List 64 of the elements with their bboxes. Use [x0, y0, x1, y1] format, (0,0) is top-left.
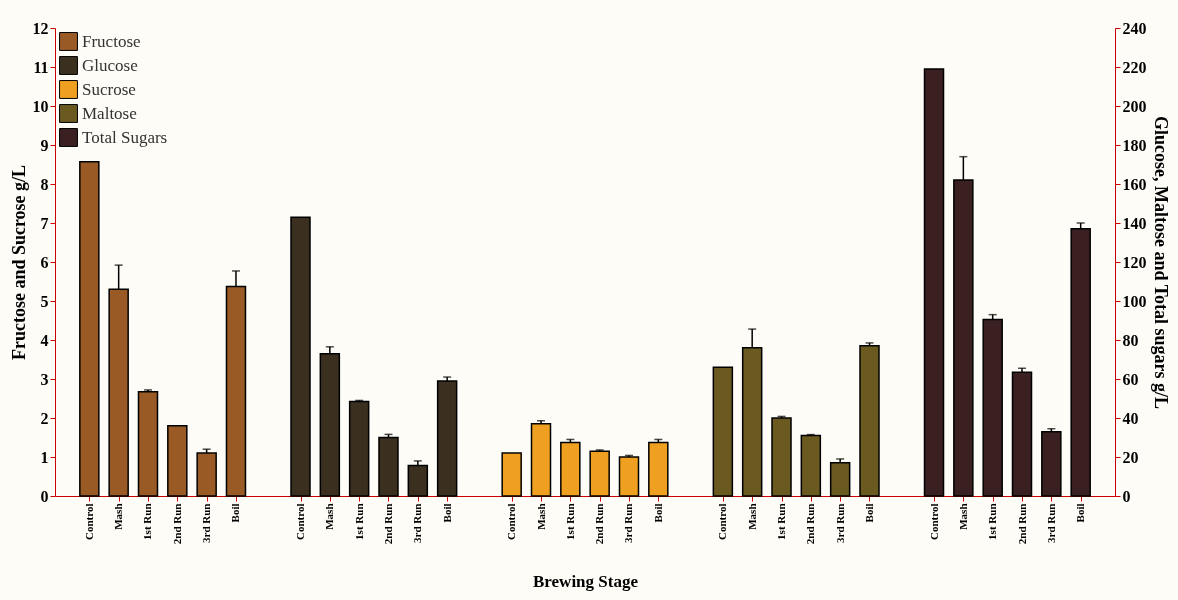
- legend-label: Maltose: [82, 103, 137, 123]
- x-tick-label: 2nd Run: [381, 503, 394, 545]
- y2-tick-label: 0: [1122, 487, 1131, 505]
- y-tick-label: 2: [40, 409, 49, 427]
- y2-tick-label: 240: [1122, 19, 1147, 37]
- x-tick-label: 2nd Run: [170, 503, 183, 545]
- x-tick-label: 1st Run: [986, 503, 999, 540]
- x-tick-label: Control: [716, 503, 729, 540]
- y2-tick-label: 100: [1122, 292, 1147, 310]
- x-tick-label: 3rd Run: [833, 503, 846, 543]
- y-tick-label: 7: [40, 214, 49, 232]
- x-tick-label: Mash: [534, 503, 547, 530]
- x-tick-label: 3rd Run: [622, 503, 635, 543]
- x-tick-label: 1st Run: [775, 503, 788, 540]
- x-tick-label: Control: [505, 503, 518, 540]
- x-tick-label: Boil: [651, 503, 664, 523]
- x-tick-label: Boil: [229, 503, 242, 523]
- x-tick-label: Mash: [112, 503, 125, 530]
- x-tick-label: 1st Run: [352, 503, 365, 540]
- y-tick-label: 5: [40, 292, 49, 310]
- x-tick-label: 3rd Run: [1044, 503, 1057, 543]
- x-axis-title: Brewing Stage: [533, 572, 639, 592]
- x-tick-label: Mash: [956, 503, 969, 530]
- x-tick-label: 2nd Run: [804, 503, 817, 545]
- y2-tick-label: 80: [1122, 331, 1139, 349]
- legend-label: Sucrose: [82, 79, 136, 99]
- x-tick-label: 3rd Run: [200, 503, 213, 543]
- x-tick-label: 2nd Run: [1015, 503, 1028, 545]
- y-tick-label: 3: [40, 370, 49, 388]
- y-tick-label: 11: [33, 58, 49, 76]
- x-tick-label: Mash: [745, 503, 758, 530]
- y-tick-label: 4: [40, 331, 49, 349]
- x-tick-label: Control: [294, 503, 306, 540]
- x-tick-label: 1st Run: [141, 503, 154, 540]
- y2-tick-label: 220: [1122, 58, 1147, 76]
- y2-tick-label: 60: [1122, 370, 1139, 388]
- legend-label: Total Sugars: [82, 127, 168, 147]
- y2-tick-label: 140: [1122, 214, 1147, 232]
- x-tick-label: Control: [82, 503, 95, 540]
- y-axis-title: Fructose and Sucrose g/L: [8, 164, 29, 361]
- y-tick-label: 8: [40, 175, 49, 193]
- y2-tick-label: 180: [1122, 136, 1147, 154]
- x-tick-label: 2nd Run: [593, 503, 606, 545]
- legend-label: Glucose: [82, 55, 138, 75]
- x-tick-label: Boil: [440, 503, 453, 523]
- x-tick-label: Mash: [323, 503, 336, 530]
- x-tick-label: Boil: [1074, 503, 1087, 523]
- y-tick-label: 12: [32, 19, 49, 37]
- y-tick-label: 10: [32, 97, 49, 115]
- y-tick-label: 1: [40, 448, 49, 466]
- y-tick-label: 9: [40, 136, 49, 154]
- y2-tick-label: 160: [1122, 175, 1147, 193]
- y2-tick-label: 20: [1122, 448, 1139, 466]
- x-tick-label: 3rd Run: [411, 503, 424, 543]
- x-tick-label: Control: [927, 503, 940, 540]
- y-tick-label: 0: [40, 487, 49, 505]
- x-tick-label: Boil: [863, 503, 875, 523]
- y2-axis-title: Glucose, Maltose and Total sugars g/L: [1150, 115, 1171, 410]
- y2-tick-label: 200: [1122, 97, 1147, 115]
- y-tick-label: 6: [40, 253, 49, 271]
- y2-tick-label: 120: [1122, 253, 1147, 271]
- legend-label: Fructose: [82, 31, 141, 51]
- y2-tick-label: 40: [1122, 409, 1139, 427]
- x-tick-label: 1st Run: [563, 503, 576, 540]
